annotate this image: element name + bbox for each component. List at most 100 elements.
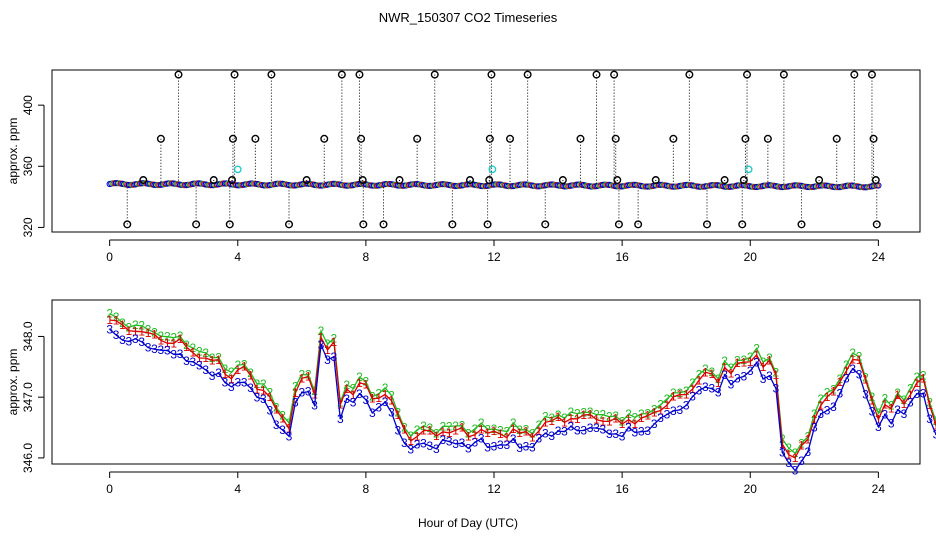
series-point-2: 2: [817, 392, 824, 406]
series-point-1: 1: [644, 409, 651, 423]
series-point-3: 3: [388, 405, 395, 419]
series-point-1: 1: [773, 368, 780, 382]
series-point-2: 2: [190, 341, 197, 355]
series-point-2: 2: [740, 353, 747, 367]
series-point-1: 1: [247, 369, 254, 383]
series-point-1: 1: [305, 370, 312, 384]
series-point-1: 1: [145, 326, 152, 340]
series-point-1: 1: [138, 325, 145, 339]
series-point-3: 3: [311, 398, 318, 412]
series-point-1: 1: [414, 430, 421, 444]
series-point-3: 3: [234, 376, 241, 390]
outlier-point: [871, 176, 880, 185]
series-point-3: 3: [298, 386, 305, 400]
series-point-1: 1: [369, 392, 376, 406]
outlier-point: [651, 176, 660, 185]
series-point-1: 1: [343, 382, 350, 396]
outlier-point: [867, 70, 876, 79]
series-point-3: 3: [830, 400, 837, 414]
series-point-3: 3: [913, 387, 920, 401]
bottom-x-tick-label: 16: [615, 482, 629, 496]
series-point-1: 1: [619, 417, 626, 431]
series-point-1: 1: [318, 330, 325, 344]
series-point-3: 3: [510, 432, 517, 446]
series-point-3: 3: [689, 390, 696, 404]
top-y-axis: 320 360 400: [21, 95, 45, 237]
outlier-point: [228, 134, 237, 143]
series-point-3: 3: [651, 417, 658, 431]
series-point-3: 3: [145, 341, 152, 355]
top-x-tick-label: 12: [487, 250, 501, 264]
series-point-1: 1: [728, 367, 735, 381]
outlier-point: [592, 70, 601, 79]
series-point-1: 1: [427, 423, 434, 437]
series-point-3: 3: [702, 380, 709, 394]
series-point-2: 2: [356, 370, 363, 384]
outlier-point: [139, 176, 148, 185]
series-point-3: 3: [241, 375, 248, 389]
series-point-2: 2: [529, 426, 536, 440]
series-point-2: 2: [247, 366, 254, 380]
series-point-2: 2: [753, 341, 760, 355]
series-point-3: 3: [273, 418, 280, 432]
outlier-point: [872, 220, 881, 229]
series-point-1: 1: [606, 414, 613, 428]
series-point-2: 2: [568, 405, 575, 419]
series-point-2: 2: [888, 399, 895, 413]
series-point-1: 1: [907, 388, 914, 402]
top-x-tick-label: 16: [615, 250, 629, 264]
series-point-2: 2: [222, 362, 229, 376]
series-point-2: 2: [452, 419, 459, 433]
flag-point: [233, 165, 242, 174]
series-point-2: 2: [324, 337, 331, 351]
outlier-point: [558, 176, 567, 185]
outlier-point: [302, 176, 311, 185]
series-point-2: 2: [830, 382, 837, 396]
series-point-1: 1: [151, 328, 158, 342]
series-point-1: 1: [465, 430, 472, 444]
series-point-2: 2: [805, 430, 812, 444]
series-point-1: 1: [491, 424, 498, 438]
series-point-1: 1: [228, 372, 235, 386]
series-point-3: 3: [561, 425, 568, 439]
series-point-2: 2: [369, 390, 376, 404]
series-point-2: 2: [446, 419, 453, 433]
series-point-2: 2: [535, 418, 542, 432]
series-point-3: 3: [491, 439, 498, 453]
series-point-1: 1: [805, 432, 812, 446]
outlier-point: [741, 134, 750, 143]
series-point-3: 3: [106, 322, 113, 336]
series-point-1: 1: [350, 388, 357, 402]
series-point-2: 2: [177, 329, 184, 343]
series-point-1: 1: [625, 413, 632, 427]
series-point-1: 1: [337, 397, 344, 411]
series-point-2: 2: [491, 422, 498, 436]
series-point-1: 1: [471, 428, 478, 442]
series-point-2: 2: [414, 423, 421, 437]
top-plot-frame: [51, 69, 921, 233]
series-point-2: 2: [632, 410, 639, 424]
series-point-3: 3: [901, 407, 908, 421]
series-point-3: 3: [337, 412, 344, 426]
series-point-3: 3: [497, 438, 504, 452]
series-point-1: 1: [254, 382, 261, 396]
bottom-y-tick-label: 347.0: [21, 382, 35, 412]
series-point-3: 3: [657, 411, 664, 425]
series-point-3: 3: [369, 406, 376, 420]
series-point-2: 2: [792, 446, 799, 460]
outlier-point: [720, 176, 729, 185]
series-point-2: 2: [862, 371, 869, 385]
series-point-3: 3: [926, 412, 933, 426]
outlier-point: [576, 134, 585, 143]
series-point-1: 1: [196, 351, 203, 365]
series-point-1: 1: [542, 415, 549, 429]
outlier-point: [320, 134, 329, 143]
series-point-1: 1: [222, 367, 229, 381]
series-point-1: 1: [292, 386, 299, 400]
series-point-2: 2: [901, 393, 908, 407]
flag-point: [744, 165, 753, 174]
series-point-3: 3: [708, 382, 715, 396]
series-point-2: 2: [869, 390, 876, 404]
series-point-2: 2: [388, 388, 395, 402]
